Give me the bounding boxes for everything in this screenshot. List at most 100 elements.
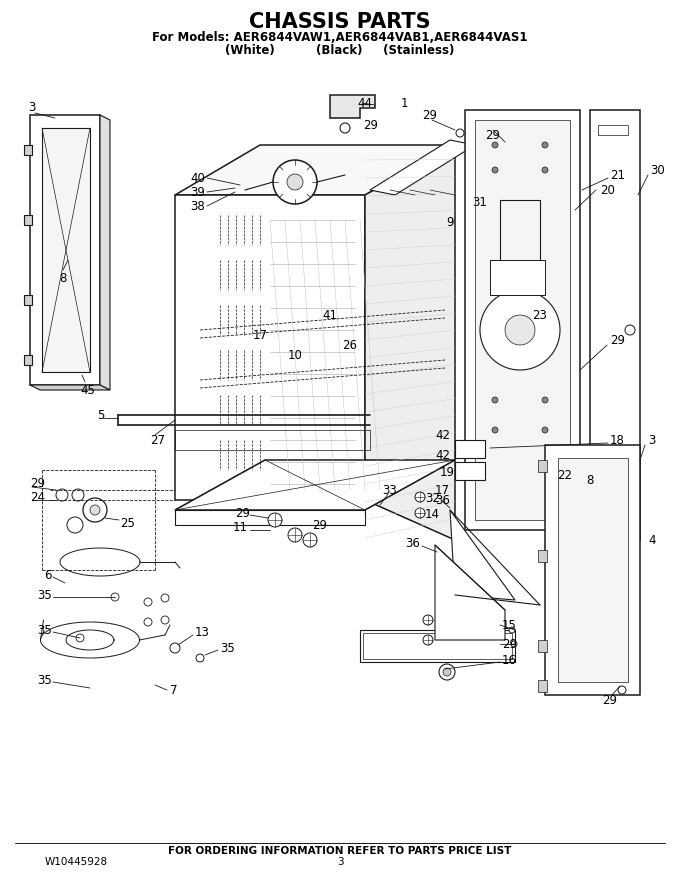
Text: 33: 33 <box>383 483 397 496</box>
Text: 29: 29 <box>235 507 250 519</box>
Bar <box>538 680 547 692</box>
Circle shape <box>340 123 350 133</box>
Text: 9: 9 <box>446 216 454 229</box>
Text: 17: 17 <box>252 328 267 341</box>
Circle shape <box>542 397 548 403</box>
Circle shape <box>161 616 169 624</box>
Circle shape <box>170 643 180 653</box>
Text: 22: 22 <box>558 468 573 481</box>
Text: 27: 27 <box>150 434 165 446</box>
Bar <box>24 295 32 305</box>
Text: 36: 36 <box>435 494 450 507</box>
Text: 29: 29 <box>502 637 517 650</box>
Bar <box>598 125 628 135</box>
Polygon shape <box>175 195 365 500</box>
Circle shape <box>287 174 303 190</box>
Circle shape <box>196 654 204 662</box>
Polygon shape <box>545 445 640 695</box>
Text: 29: 29 <box>602 693 617 707</box>
Circle shape <box>542 142 548 148</box>
Circle shape <box>76 634 84 642</box>
Text: 40: 40 <box>190 172 205 185</box>
Polygon shape <box>558 458 628 682</box>
Text: 8: 8 <box>586 473 594 487</box>
Text: 21: 21 <box>610 168 625 181</box>
Text: CHASSIS PARTS: CHASSIS PARTS <box>249 12 431 32</box>
Circle shape <box>268 513 282 527</box>
Text: 35: 35 <box>37 673 52 686</box>
Polygon shape <box>475 120 570 520</box>
Polygon shape <box>175 510 365 525</box>
Text: 41: 41 <box>322 309 337 321</box>
Circle shape <box>415 508 425 518</box>
Circle shape <box>288 528 302 542</box>
Circle shape <box>456 129 464 137</box>
Text: 19: 19 <box>440 466 455 479</box>
Circle shape <box>161 594 169 602</box>
Text: 14: 14 <box>425 508 440 520</box>
Text: 45: 45 <box>80 384 95 397</box>
Circle shape <box>492 142 498 148</box>
Text: 35: 35 <box>37 589 52 602</box>
Polygon shape <box>370 140 475 195</box>
Text: 7: 7 <box>170 684 177 696</box>
Text: 6: 6 <box>44 568 52 582</box>
Text: 42: 42 <box>435 449 450 461</box>
Text: 16: 16 <box>502 654 517 666</box>
Polygon shape <box>30 115 100 385</box>
Circle shape <box>439 664 455 680</box>
Circle shape <box>144 598 152 606</box>
Text: 20: 20 <box>600 184 615 196</box>
Polygon shape <box>175 145 455 195</box>
Circle shape <box>492 427 498 433</box>
Text: 29: 29 <box>364 119 379 131</box>
Polygon shape <box>365 145 455 540</box>
Text: 13: 13 <box>195 626 210 639</box>
Text: 35: 35 <box>37 624 52 636</box>
Bar <box>455 440 485 458</box>
Bar <box>455 462 485 480</box>
Circle shape <box>423 635 433 645</box>
Text: 23: 23 <box>532 309 547 321</box>
Text: 30: 30 <box>650 164 665 177</box>
Circle shape <box>492 167 498 173</box>
Circle shape <box>56 489 68 501</box>
Circle shape <box>492 397 498 403</box>
Text: W10445928: W10445928 <box>45 857 108 867</box>
Text: 31: 31 <box>473 195 488 209</box>
Bar <box>490 260 545 295</box>
Text: 5: 5 <box>98 408 105 422</box>
Polygon shape <box>435 545 505 640</box>
Text: 36: 36 <box>405 537 420 549</box>
Polygon shape <box>450 510 515 600</box>
Text: 29: 29 <box>486 128 500 142</box>
Text: FOR ORDERING INFORMATION REFER TO PARTS PRICE LIST: FOR ORDERING INFORMATION REFER TO PARTS … <box>169 846 511 856</box>
Text: 8: 8 <box>59 272 67 284</box>
Polygon shape <box>30 385 110 390</box>
Bar <box>538 640 547 652</box>
Text: 10: 10 <box>288 348 303 362</box>
Text: 32: 32 <box>425 492 440 504</box>
Circle shape <box>480 290 560 370</box>
Polygon shape <box>465 110 580 530</box>
Text: 29: 29 <box>422 108 437 121</box>
Bar <box>24 215 32 225</box>
Circle shape <box>505 315 535 345</box>
Text: 3: 3 <box>337 857 343 867</box>
Text: (White)          (Black)     (Stainless): (White) (Black) (Stainless) <box>225 43 455 56</box>
Text: 42: 42 <box>435 429 450 442</box>
Circle shape <box>511 641 517 647</box>
Circle shape <box>423 615 433 625</box>
Text: 29: 29 <box>313 518 328 532</box>
Circle shape <box>72 489 84 501</box>
Text: 24: 24 <box>30 490 45 503</box>
Text: 3: 3 <box>648 434 656 446</box>
Circle shape <box>67 517 83 533</box>
Circle shape <box>509 627 515 633</box>
Text: 1: 1 <box>401 97 408 109</box>
Text: For Models: AER6844VAW1,AER6844VAB1,AER6844VAS1: For Models: AER6844VAW1,AER6844VAB1,AER6… <box>152 31 528 43</box>
Circle shape <box>273 160 317 204</box>
Text: 35: 35 <box>220 642 235 655</box>
Bar <box>363 633 512 659</box>
Circle shape <box>303 533 317 547</box>
